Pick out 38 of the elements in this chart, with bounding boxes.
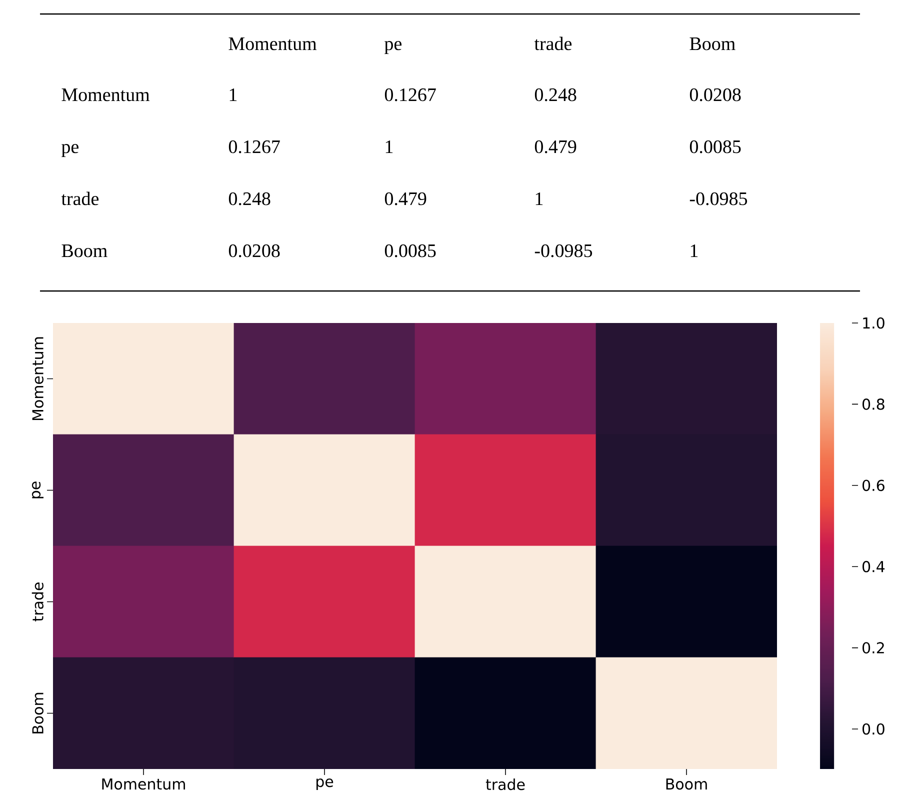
text: 0.0085 — [690, 140, 741, 154]
text: 0.479 — [534, 140, 576, 154]
text: 0.0085 — [384, 244, 436, 258]
y-tick-label: pe — [32, 482, 44, 498]
text: 0.0208 — [690, 88, 741, 102]
color-bar-label: 0.8 — [862, 398, 884, 410]
color-bar-label: 0.0 — [862, 723, 884, 735]
category-label: pe — [384, 41, 402, 54]
x-tick-label: trade — [486, 778, 525, 790]
color-bar-label: 1.0 — [863, 317, 884, 329]
text: 1 — [690, 244, 698, 257]
text: 1 — [230, 88, 237, 101]
category-label: pe — [62, 144, 78, 158]
x-tick-label: Boom — [666, 778, 707, 790]
text: -0.0985 — [534, 244, 592, 258]
text: 0.248 — [534, 88, 576, 102]
text: 0.248 — [228, 192, 270, 206]
category-label: Boom — [690, 38, 736, 50]
text: 0.0208 — [228, 244, 280, 258]
text: 1 — [536, 192, 543, 205]
category-label: Momentum — [62, 88, 150, 102]
text: 0.1267 — [384, 88, 436, 102]
text: 0.1267 — [228, 140, 280, 154]
text: 0.479 — [384, 192, 426, 206]
category-label: Momentum — [228, 38, 317, 50]
x-tick-label: Momentum — [102, 778, 185, 790]
x-tick-label: pe — [316, 778, 334, 790]
y-tick-label: trade — [32, 582, 44, 622]
color-bar-label: 0.2 — [862, 642, 884, 654]
category-label: trade — [534, 36, 572, 50]
color-bar-label: 0.4 — [862, 560, 885, 572]
y-tick-label: Boom — [32, 692, 44, 734]
color-bar-label: 0.6 — [862, 480, 884, 492]
y-tick-label: Momentum — [32, 337, 44, 420]
text: -0.0985 — [690, 192, 748, 206]
category-label: Boom — [62, 244, 108, 258]
category-label: trade — [61, 192, 99, 206]
text: 1 — [386, 140, 393, 153]
